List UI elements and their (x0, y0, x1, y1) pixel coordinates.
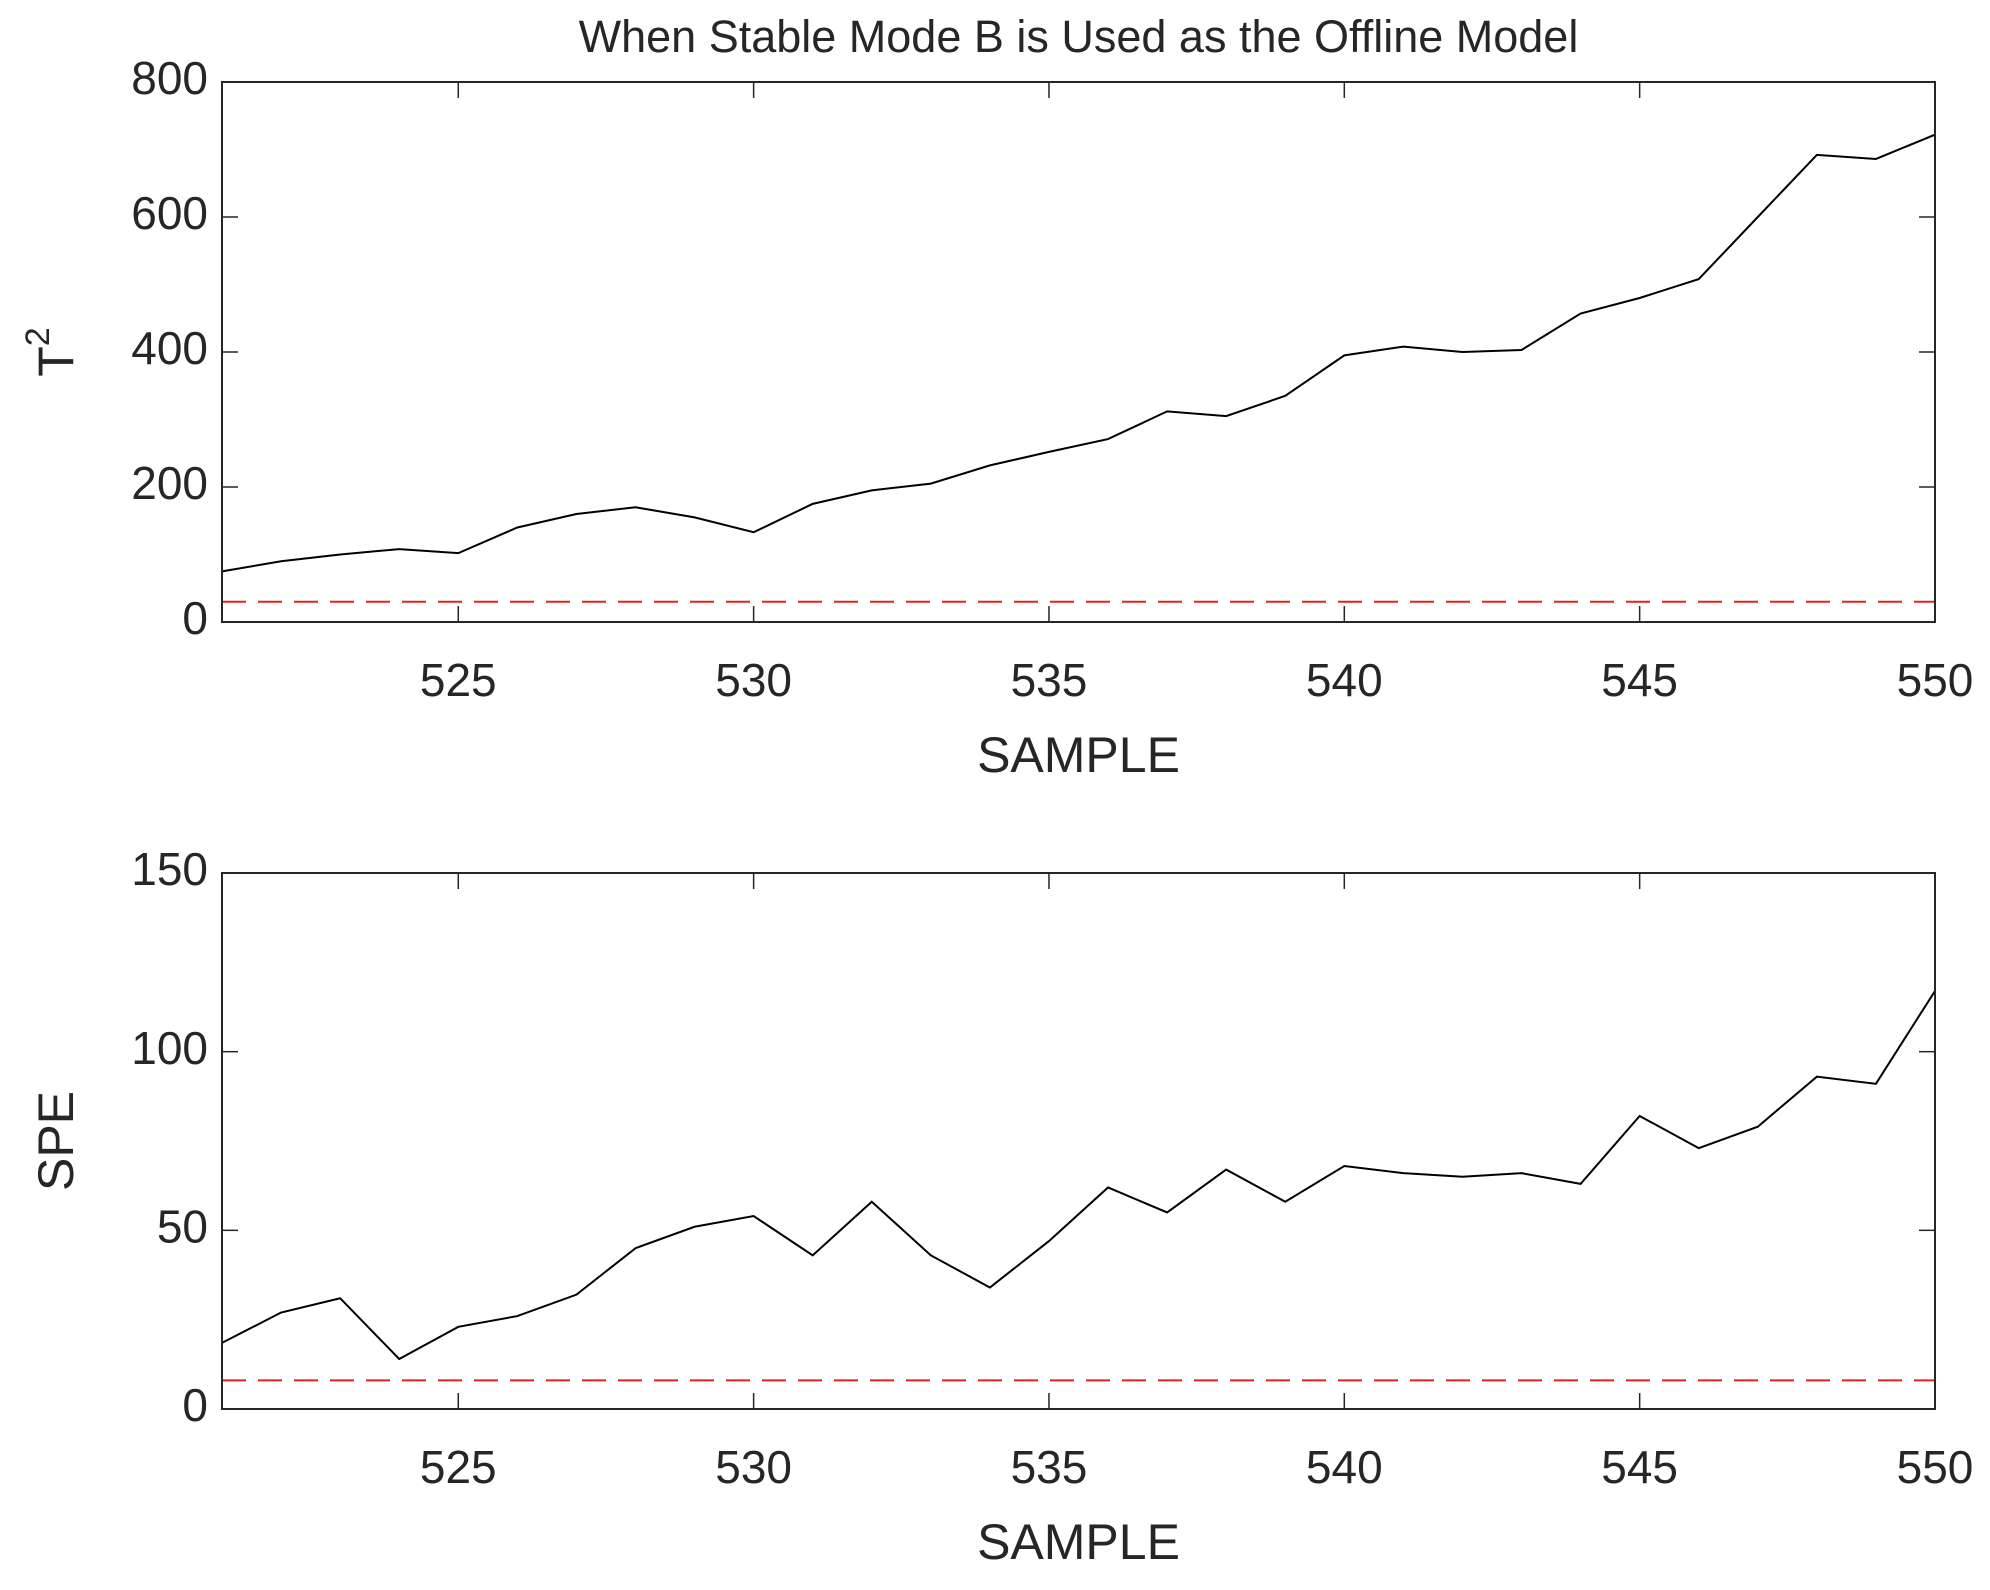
x-tick-label: 550 (1897, 1441, 1974, 1493)
x-tick-label: 545 (1601, 1441, 1678, 1493)
x-tick-label: 525 (420, 1441, 497, 1493)
y-tick-label: 0 (182, 592, 208, 644)
y-tick-label: 50 (157, 1200, 208, 1252)
x-tick-label: 535 (1011, 1441, 1088, 1493)
plot-area (222, 82, 1935, 622)
x-tick-label: 540 (1306, 1441, 1383, 1493)
x-tick-label: 530 (715, 654, 792, 706)
x-axis-label: SAMPLE (977, 727, 1180, 783)
y-axis-label: T2 (19, 327, 84, 376)
chart-title: When Stable Mode B is Used as the Offlin… (579, 11, 1579, 62)
x-axis-label: SAMPLE (977, 1514, 1180, 1570)
plot-area (222, 873, 1935, 1409)
data-line (221, 990, 1936, 1361)
x-tick-label: 525 (420, 654, 497, 706)
x-tick-label: 530 (715, 1441, 792, 1493)
y-tick-label: 150 (131, 843, 208, 895)
y-tick-label: 200 (131, 457, 208, 509)
y-tick-label: 800 (131, 52, 208, 104)
axes-box (221, 872, 1936, 1410)
y-tick-label: 400 (131, 322, 208, 374)
y-axis-label-sup: 2 (19, 327, 57, 346)
axes-box (221, 81, 1936, 623)
y-axis-label-base: T (28, 346, 84, 377)
x-tick-label: 550 (1897, 654, 1974, 706)
data-line (221, 133, 1936, 573)
y-axis-label: SPE (28, 1091, 84, 1191)
y-tick-label: 0 (182, 1379, 208, 1431)
y-tick-label: 600 (131, 187, 208, 239)
y-tick-label: 100 (131, 1022, 208, 1074)
x-tick-label: 540 (1306, 654, 1383, 706)
x-tick-label: 545 (1601, 654, 1678, 706)
x-tick-label: 535 (1011, 654, 1088, 706)
